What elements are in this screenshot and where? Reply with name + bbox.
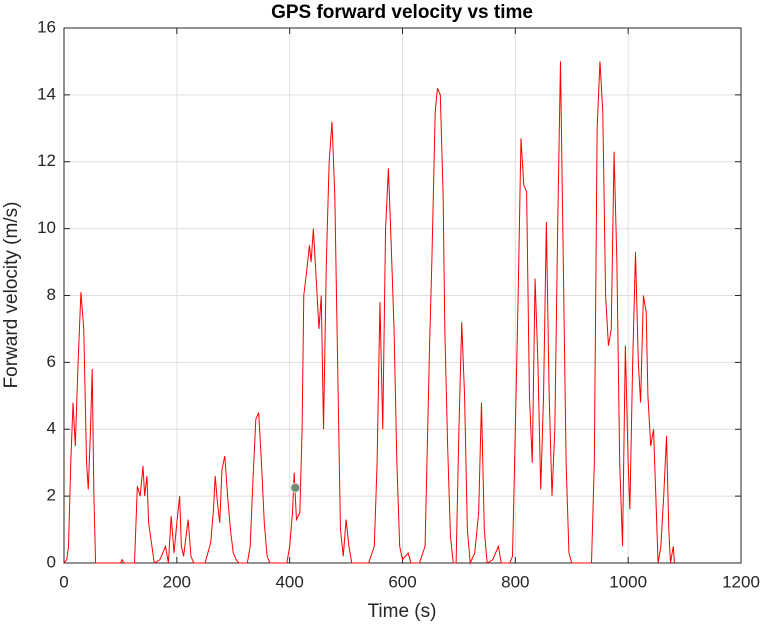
x-tick-label: 600: [388, 572, 416, 591]
x-tick-label: 0: [59, 572, 68, 591]
x-tick-label: 400: [275, 572, 303, 591]
x-tick-label: 1000: [609, 572, 647, 591]
y-tick-label: 4: [47, 419, 56, 438]
data-line: [63, 61, 675, 565]
x-tick-label: 1200: [722, 572, 760, 591]
y-tick-label: 14: [37, 84, 56, 103]
y-tick-label: 0: [47, 552, 56, 571]
x-tick-label: 200: [163, 572, 191, 591]
y-tick-label: 2: [47, 486, 56, 505]
x-tick-label: 800: [501, 572, 529, 591]
x-axis-label: Time (s): [368, 601, 437, 622]
axes-box: [63, 27, 742, 564]
highlight-point: [290, 482, 301, 493]
y-tick-label: 6: [47, 352, 56, 371]
y-tick-label: 16: [37, 17, 56, 36]
y-tick-label: 8: [47, 285, 56, 304]
chart-title: GPS forward velocity vs time: [271, 2, 533, 23]
y-axis-label: Forward velocity (m/s): [1, 202, 22, 389]
y-tick-label: 10: [37, 218, 56, 237]
y-tick-label: 12: [37, 151, 56, 170]
